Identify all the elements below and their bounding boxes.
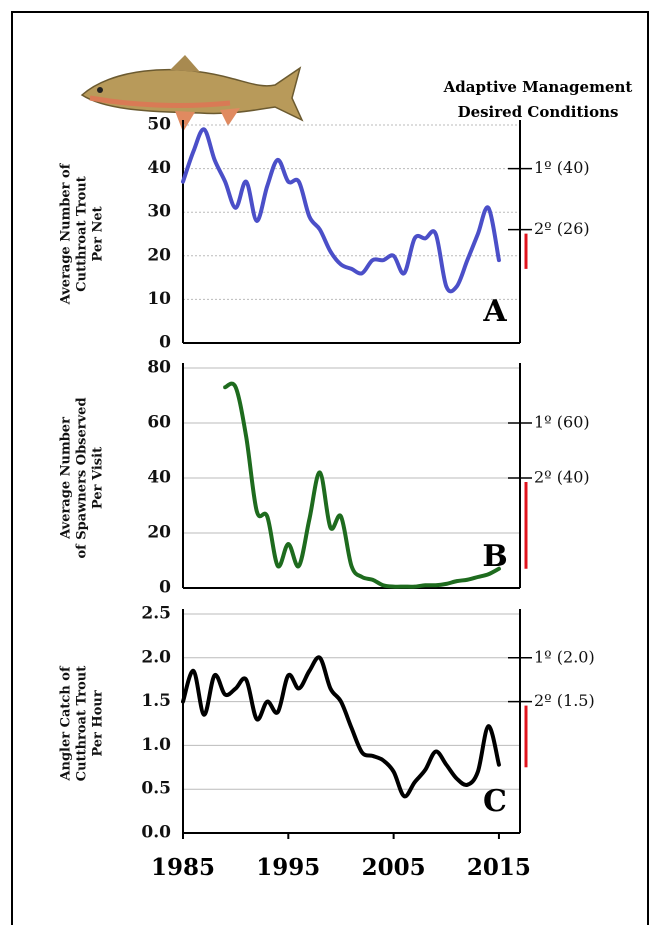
y-tick-label: 60: [147, 413, 171, 433]
y-tick-label: 40: [147, 158, 171, 178]
y-tick-label: 0.0: [141, 823, 171, 843]
y-tick-label: 50: [147, 115, 171, 135]
y-axis-title-line: Average Number of: [59, 162, 74, 305]
panel-label: C: [483, 784, 507, 819]
y-tick-label: 2.5: [141, 604, 171, 624]
target-label: 2º (1.5): [534, 691, 595, 710]
y-tick-label: 0: [159, 333, 171, 353]
y-tick-label: 40: [147, 468, 171, 488]
x-tick-label: 1985: [151, 854, 215, 881]
data-line: [181, 655, 501, 799]
y-axis-title-line: Cutthroat Trout: [75, 666, 90, 781]
y-axis-title-line: of Spawners Observed: [75, 397, 90, 558]
y-axis-title: Average Number of Spawners Observed Per Vi…: [59, 397, 106, 558]
target-label: 1º (60): [534, 413, 590, 432]
y-tick-label: 0: [159, 578, 171, 598]
y-tick-label: 1.0: [141, 735, 171, 755]
frame: [11, 11, 649, 925]
target-label: 2º (26): [534, 219, 590, 238]
y-axis-title: Angler Catch of Cutthroat Trout Per Hour: [59, 665, 106, 782]
x-tick-label: 1995: [256, 854, 320, 881]
y-axis-title-line: Per Hour: [91, 690, 106, 756]
y-tick-label: 0.5: [141, 779, 171, 799]
data-line: [223, 381, 501, 589]
y-tick-label: 20: [147, 245, 171, 265]
trout-illustration: [80, 55, 304, 132]
y-tick-label: 30: [147, 202, 171, 222]
target-label: 2º (40): [534, 468, 590, 487]
y-axis-title-line: Angler Catch of: [59, 665, 74, 782]
x-tick-label: 2005: [362, 854, 426, 881]
y-tick-label: 80: [147, 358, 171, 378]
y-axis-title-line: Per Visit: [91, 447, 106, 509]
y-axis-title: Average Number of Cutthroat Trout Per Net: [59, 162, 106, 305]
panel-label: A: [482, 294, 507, 329]
y-axis-title-line: Average Number: [59, 417, 74, 540]
header-line: Desired Conditions: [458, 103, 619, 121]
data-line: [181, 127, 501, 294]
y-tick-label: 10: [147, 289, 171, 309]
panel-label: B: [482, 539, 507, 574]
target-label: 1º (40): [534, 158, 590, 177]
header-line: Adaptive Management: [443, 78, 633, 96]
y-tick-label: 2.0: [141, 647, 171, 667]
y-tick-label: 1.5: [141, 691, 171, 711]
y-axis-title-line: Per Net: [91, 206, 106, 261]
y-tick-label: 20: [147, 523, 171, 543]
target-label: 1º (2.0): [534, 647, 595, 666]
y-axis-title-line: Cutthroat Trout: [75, 176, 90, 291]
x-tick-label: 2015: [467, 854, 531, 881]
